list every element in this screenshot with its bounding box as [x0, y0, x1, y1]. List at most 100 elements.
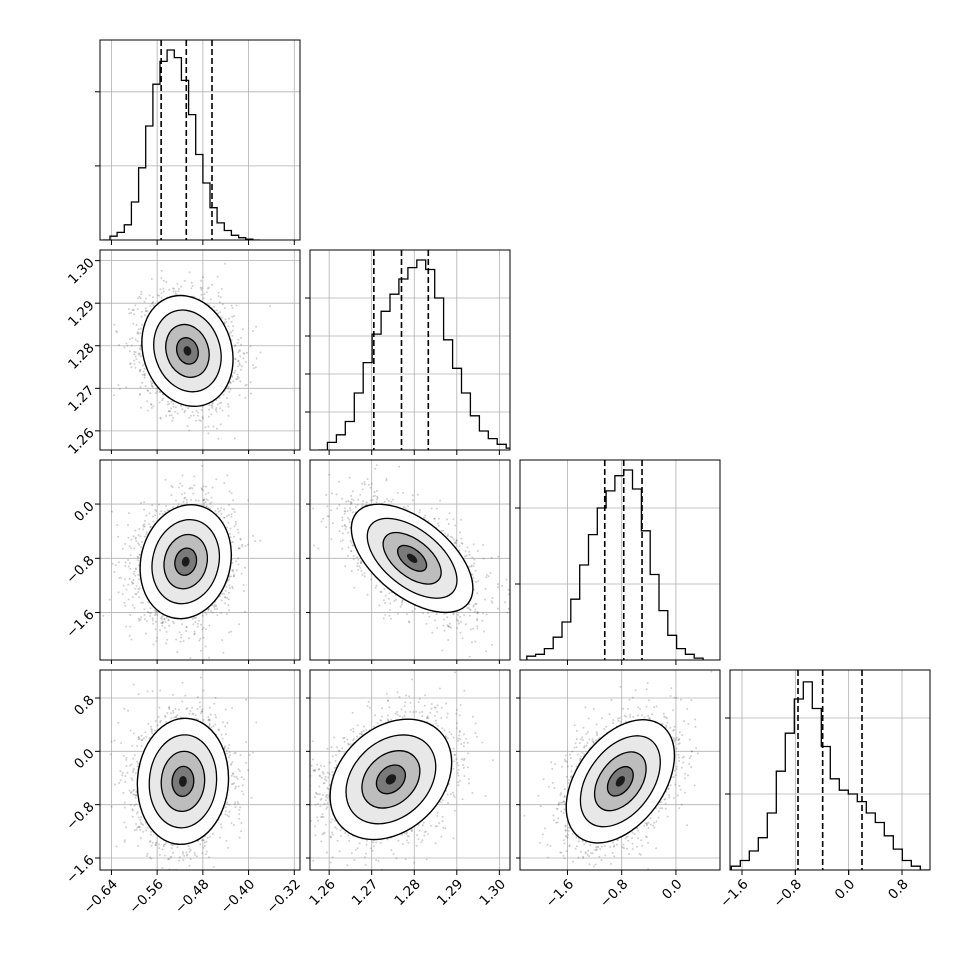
scatter-point: [141, 541, 144, 543]
scatter-point: [174, 292, 177, 295]
scatter-point: [195, 409, 198, 412]
scatter-point: [200, 623, 202, 626]
scatter-point: [190, 287, 193, 290]
scatter-point: [174, 406, 177, 409]
scatter-point: [150, 302, 153, 305]
scatter-point: [238, 362, 241, 365]
scatter-point: [111, 562, 114, 565]
scatter-point: [170, 400, 173, 403]
scatter-point: [239, 538, 242, 541]
scatter-point: [135, 540, 138, 543]
scatter-point: [165, 630, 168, 633]
panel-1-0: [99, 249, 301, 451]
scatter-point: [142, 601, 144, 604]
scatter-point: [149, 615, 152, 617]
scatter-point: [166, 638, 169, 641]
scatter-point: [141, 373, 144, 376]
scatter-point: [238, 350, 241, 352]
scatter-point: [185, 626, 188, 628]
scatter-point: [133, 313, 136, 316]
scatter-point: [148, 294, 151, 297]
scatter-point: [125, 386, 128, 389]
scatter-point: [127, 512, 130, 515]
scatter-point: [140, 601, 143, 604]
scatter-point: [201, 415, 204, 418]
scatter-point: [182, 640, 185, 643]
scatter-point: [152, 622, 155, 625]
scatter-point: [233, 575, 235, 577]
scatter-point: [177, 503, 180, 506]
scatter-point: [171, 620, 174, 623]
scatter-point: [207, 286, 210, 289]
scatter-point: [220, 401, 223, 404]
scatter-point: [129, 363, 132, 366]
scatter-point: [145, 514, 148, 517]
scatter-point: [137, 352, 140, 355]
scatter-point: [140, 310, 143, 313]
scatter-point: [143, 501, 146, 504]
scatter-point: [172, 506, 175, 509]
scatter-point: [177, 486, 180, 489]
scatter-point: [233, 535, 236, 538]
scatter-point: [160, 510, 163, 513]
scatter-point: [233, 315, 235, 317]
scatter-point: [233, 511, 236, 513]
scatter-point: [220, 287, 223, 290]
scatter-point: [115, 330, 118, 333]
scatter-point: [131, 596, 134, 599]
scatter-point: [269, 305, 271, 308]
histogram-step: [730, 681, 930, 870]
scatter-point: [141, 323, 143, 326]
scatter-point: [237, 376, 240, 379]
scatter-point: [222, 651, 225, 654]
scatter-point: [188, 429, 191, 432]
scatter-point: [223, 481, 226, 484]
scatter-point: [148, 523, 151, 526]
scatter-point: [150, 403, 152, 406]
scatter-point: [227, 386, 230, 389]
scatter-point: [143, 608, 146, 611]
scatter-point: [166, 509, 169, 512]
scatter-point: [232, 499, 235, 502]
scatter-point: [185, 501, 188, 504]
scatter-point: [159, 417, 162, 420]
scatter-point: [176, 282, 179, 285]
scatter-point: [231, 334, 234, 337]
scatter-point: [237, 557, 240, 560]
scatter-point: [203, 293, 206, 296]
scatter-point: [215, 605, 218, 608]
scatter-point: [203, 498, 206, 501]
scatter-point: [162, 620, 165, 623]
scatter-point: [113, 571, 116, 573]
scatter-point: [124, 565, 127, 567]
scatter-point: [154, 628, 157, 631]
scatter-point: [150, 403, 153, 406]
scatter-point: [240, 343, 243, 346]
panel-frame-1-0: [99, 249, 301, 451]
scatter-point: [131, 308, 134, 311]
scatter-point: [229, 381, 232, 383]
scatter-point: [225, 320, 228, 323]
scatter-point: [219, 296, 222, 299]
scatter-point: [160, 269, 163, 272]
scatter-point: [181, 474, 184, 477]
scatter-point: [168, 410, 170, 413]
scatter-point: [139, 344, 142, 347]
scatter-point: [231, 315, 234, 318]
scatter-point: [195, 419, 198, 422]
scatter-point: [137, 573, 140, 576]
scatter-point: [230, 338, 233, 341]
scatter-point: [167, 619, 170, 622]
scatter-point: [149, 380, 152, 383]
scatter-point: [141, 381, 144, 384]
scatter-point: [133, 353, 136, 356]
scatter-point: [235, 377, 238, 380]
scatter-point: [175, 638, 178, 641]
scatter-point: [134, 304, 137, 307]
scatter-point: [136, 340, 139, 343]
scatter-point: [169, 410, 172, 413]
scatter-point: [200, 288, 203, 291]
scatter-point: [129, 362, 132, 365]
scatter-point: [219, 407, 222, 410]
scatter-point: [172, 290, 175, 293]
